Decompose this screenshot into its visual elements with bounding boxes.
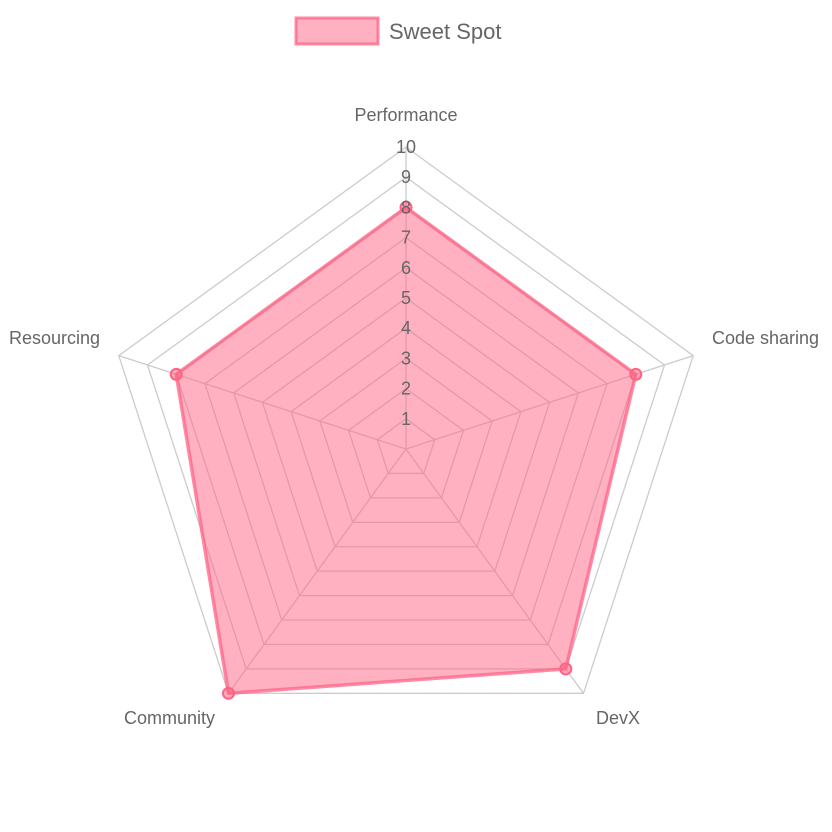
- legend-label[interactable]: Sweet Spot: [389, 19, 502, 44]
- axis-label-performance: Performance: [354, 105, 457, 125]
- tick-label: 10: [396, 137, 416, 157]
- tick-label: 7: [401, 228, 411, 248]
- data-point-devx[interactable]: [559, 662, 573, 676]
- data-point-community[interactable]: [221, 686, 235, 700]
- data-point-resourcing[interactable]: [169, 367, 183, 381]
- data-point-code-sharing[interactable]: [629, 367, 643, 381]
- axis-label-community: Community: [124, 708, 215, 728]
- tick-label: 2: [401, 379, 411, 399]
- legend-swatch[interactable]: [294, 16, 380, 46]
- tick-label: 8: [401, 197, 411, 217]
- axis-label-devx: DevX: [596, 708, 640, 728]
- tick-label: 6: [401, 258, 411, 278]
- tick-label: 1: [401, 409, 411, 429]
- tick-label: 3: [401, 348, 411, 368]
- series-area: [174, 205, 638, 696]
- axis-label-code-sharing: Code sharing: [712, 328, 819, 348]
- grid-ring-10: [118, 146, 694, 694]
- data-layer: [169, 200, 643, 700]
- axis-label-layer: Performance Code sharing DevX Community Reso…: [9, 105, 819, 728]
- axis-label-resourcing: Resourcing: [9, 328, 100, 348]
- tick-label: 9: [401, 167, 411, 187]
- legend[interactable]: Sweet Spot: [294, 16, 502, 46]
- tick-label: 4: [401, 318, 411, 338]
- tick-label: 5: [401, 288, 411, 308]
- tick-layer: 1 2 3 4 5 6 7 8 9 10: [396, 137, 416, 429]
- data-point-performance[interactable]: [399, 200, 413, 214]
